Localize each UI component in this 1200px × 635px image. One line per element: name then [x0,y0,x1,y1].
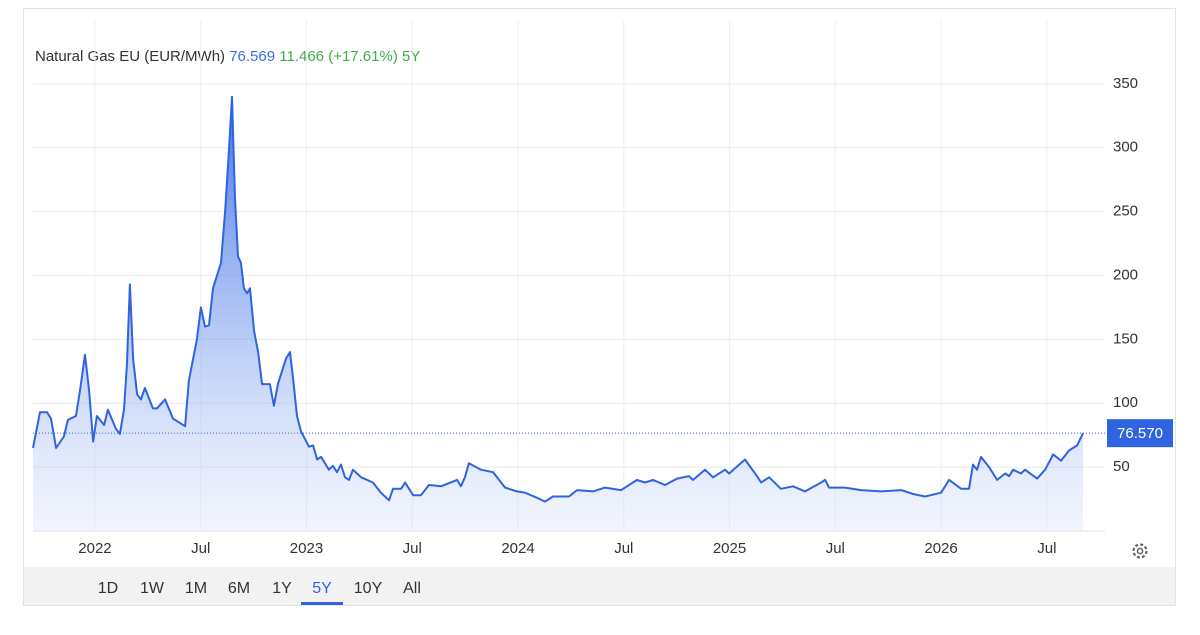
toolbar [24,567,1175,605]
y-tick-label: 250 [1113,203,1138,220]
x-tick-label: 2022 [78,540,111,557]
header: Natural Gas EU (EUR/MWh) 76.569 11.466 (… [35,48,420,65]
active-underline [301,602,343,605]
last-value-box [1107,419,1173,448]
change-pct: (+17.61%) [328,48,398,65]
period-button[interactable]: 6M [228,580,250,597]
last-value-label: 76.570 [1117,425,1163,442]
plot [32,20,1105,532]
x-tick-label: Jul [614,540,633,557]
x-tick-label: 2023 [290,540,323,557]
x-tick-label: Jul [826,540,845,557]
x-tick-label: 2024 [501,540,534,557]
line [32,95,1084,503]
y-tick-label: 50 [1113,458,1130,475]
y-tick-label: 100 [1113,394,1138,411]
x-tick-label: Jul [1037,540,1056,557]
period-button[interactable]: 1D [98,580,118,597]
period: 5Y [402,48,420,65]
price: 76.569 [229,48,275,65]
change: 11.466 [279,48,324,65]
period-button[interactable]: All [403,580,421,597]
y-tick-label: 350 [1113,75,1138,92]
period-button[interactable]: 1Y [272,580,292,597]
y-tick-label: 150 [1113,330,1138,347]
area-fill [33,96,1083,531]
period-button[interactable]: 1M [185,580,207,597]
x-tick-label: 2025 [713,540,746,557]
settings-icon[interactable] [1132,543,1148,559]
period-button[interactable]: 10Y [354,580,383,597]
y-tick-label: 200 [1113,266,1138,283]
period-button[interactable]: 1W [140,580,165,597]
y-tick-label: 300 [1113,139,1138,156]
x-tick-label: Jul [403,540,422,557]
x-tick-label: Jul [191,540,210,557]
period-button[interactable]: 5Y [312,580,332,597]
x-tick-label: 2026 [924,540,957,557]
title: Natural Gas EU (EUR/MWh) [35,48,225,65]
